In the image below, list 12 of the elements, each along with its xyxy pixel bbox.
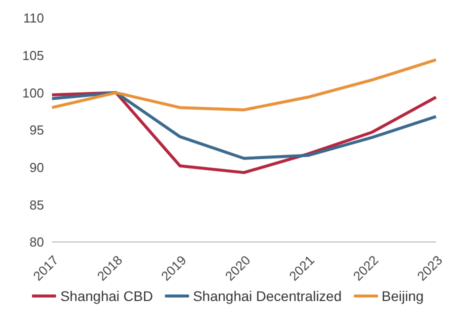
legend-label: Beijing: [380, 288, 424, 304]
y-tick-label: 80: [30, 234, 44, 250]
legend-label: Shanghai Decentralized: [192, 288, 342, 304]
legend-label: Shanghai CBD: [59, 288, 153, 304]
y-tick-label: 105: [22, 48, 44, 63]
y-tick-label: 110: [23, 10, 44, 26]
line-series: [50, 58, 438, 112]
y-tick-label: 100: [22, 85, 44, 100]
y-tick-label: 90: [30, 160, 44, 175]
line-series: [50, 91, 438, 160]
y-tick-label: 85: [30, 197, 44, 212]
y-tick-label: 95: [30, 122, 44, 138]
